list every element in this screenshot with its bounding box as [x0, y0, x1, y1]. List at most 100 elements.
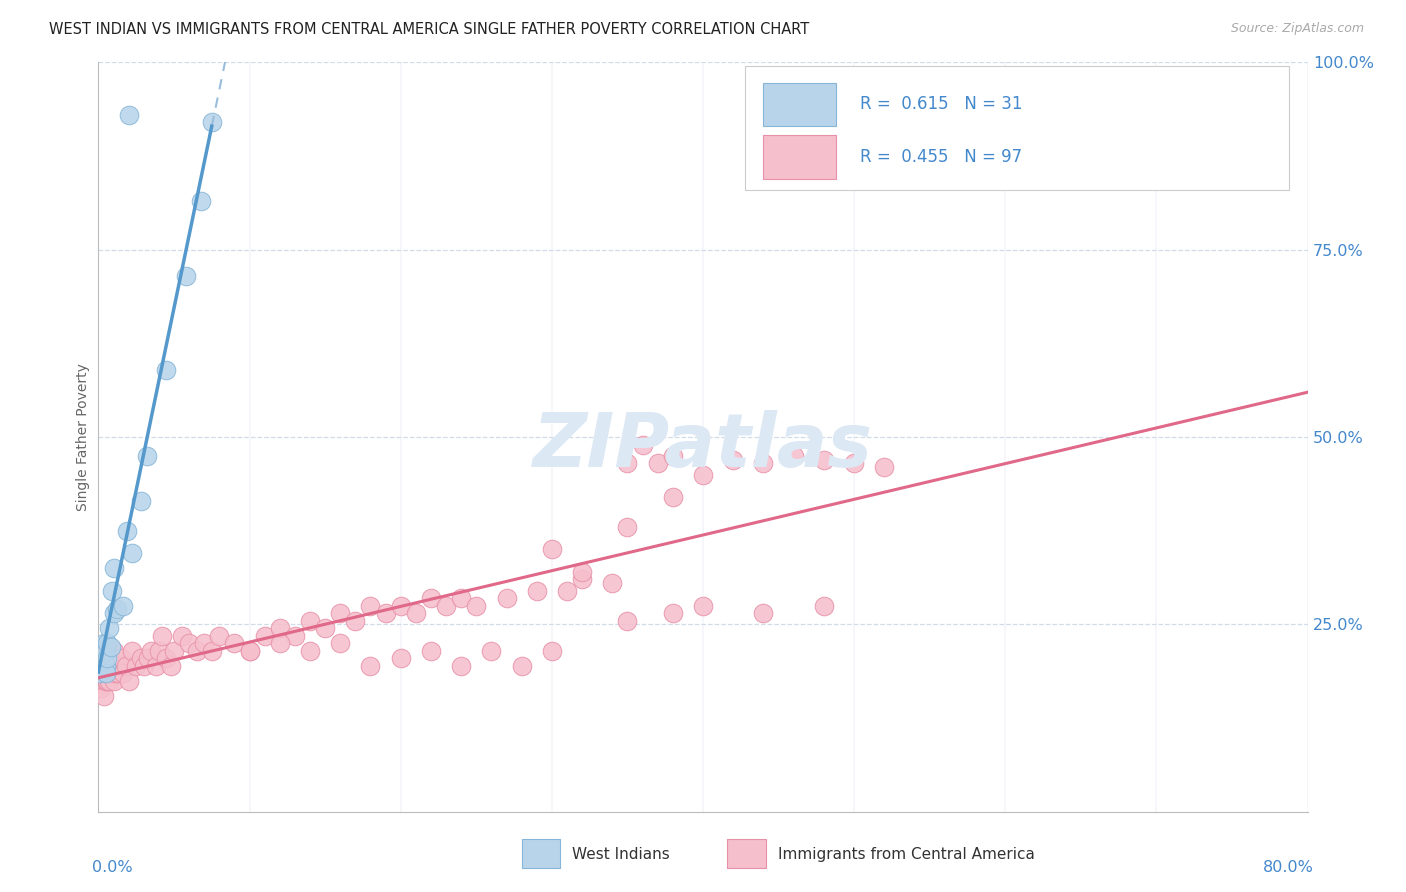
Point	[93, 651, 115, 665]
Point	[148, 643, 170, 657]
Point	[121, 643, 143, 657]
Text: 0.0%: 0.0%	[93, 861, 134, 875]
Bar	[727, 839, 766, 868]
Point	[813, 452, 835, 467]
Point	[526, 583, 548, 598]
Point	[93, 689, 115, 703]
Point	[118, 673, 141, 688]
Point	[571, 573, 593, 587]
Point	[602, 576, 624, 591]
Point	[96, 636, 118, 650]
Point	[114, 658, 136, 673]
Text: WEST INDIAN VS IMMIGRANTS FROM CENTRAL AMERICA SINGLE FATHER POVERTY CORRELATION: WEST INDIAN VS IMMIGRANTS FROM CENTRAL A…	[49, 22, 810, 37]
Point	[103, 606, 125, 620]
Point	[96, 673, 118, 688]
Point	[100, 666, 122, 681]
Point	[201, 115, 224, 129]
Point	[135, 449, 157, 463]
Point	[170, 629, 193, 643]
Point	[107, 666, 129, 681]
Point	[299, 614, 322, 628]
Point	[101, 583, 124, 598]
Point	[616, 456, 638, 470]
Point	[98, 673, 121, 688]
Point	[90, 643, 112, 657]
Point	[201, 643, 224, 657]
Point	[495, 591, 517, 606]
Point	[91, 662, 114, 676]
Point	[163, 643, 186, 657]
Point	[136, 651, 159, 665]
Y-axis label: Single Father Poverty: Single Father Poverty	[76, 363, 90, 511]
Point	[193, 636, 215, 650]
Point	[873, 460, 896, 475]
Point	[111, 599, 134, 613]
Point	[89, 666, 111, 681]
Point	[360, 599, 382, 613]
Point	[224, 636, 246, 650]
Point	[89, 658, 111, 673]
Point	[105, 658, 128, 673]
Point	[190, 194, 212, 208]
Point	[329, 636, 352, 650]
Point	[389, 651, 412, 665]
Text: ZIPatlas: ZIPatlas	[533, 409, 873, 483]
Text: R =  0.455   N = 97: R = 0.455 N = 97	[860, 148, 1022, 166]
Point	[90, 640, 112, 654]
Point	[89, 658, 111, 673]
Point	[420, 643, 443, 657]
Point	[752, 456, 775, 470]
Point	[98, 621, 121, 635]
Point	[269, 636, 291, 650]
Point	[420, 591, 443, 606]
Text: West Indians: West Indians	[572, 847, 671, 862]
Point	[96, 658, 118, 673]
Point	[692, 599, 714, 613]
Point	[239, 643, 262, 657]
Point	[481, 643, 503, 657]
Point	[94, 658, 117, 673]
Point	[186, 643, 208, 657]
Point	[91, 655, 114, 669]
Point	[723, 452, 745, 467]
Text: 80.0%: 80.0%	[1263, 861, 1313, 875]
Point	[616, 520, 638, 534]
Point	[329, 606, 352, 620]
Point	[465, 599, 488, 613]
Point	[374, 606, 396, 620]
Point	[299, 643, 322, 657]
Point	[103, 561, 125, 575]
Point	[692, 467, 714, 482]
Point	[360, 658, 382, 673]
Point	[150, 629, 173, 643]
Point	[208, 629, 231, 643]
Point	[94, 643, 117, 657]
Point	[141, 643, 163, 657]
Point	[91, 673, 114, 688]
Point	[121, 546, 143, 560]
Point	[90, 666, 112, 681]
FancyBboxPatch shape	[745, 66, 1289, 190]
Point	[540, 542, 562, 557]
Text: Immigrants from Central America: Immigrants from Central America	[778, 847, 1035, 862]
Point	[844, 456, 866, 470]
Text: R =  0.615   N = 31: R = 0.615 N = 31	[860, 95, 1022, 113]
Point	[571, 565, 593, 579]
Point	[100, 640, 122, 654]
Point	[90, 681, 112, 695]
Point	[91, 655, 114, 669]
Point	[103, 643, 125, 657]
Point	[179, 636, 201, 650]
Point	[100, 651, 122, 665]
Point	[104, 666, 127, 681]
Point	[115, 524, 138, 538]
Point	[129, 493, 152, 508]
Point	[647, 456, 669, 470]
Point	[662, 606, 685, 620]
Point	[94, 673, 117, 688]
Point	[344, 614, 367, 628]
Point	[89, 673, 111, 688]
Point	[111, 666, 134, 681]
Point	[434, 599, 457, 613]
Point	[90, 658, 112, 673]
